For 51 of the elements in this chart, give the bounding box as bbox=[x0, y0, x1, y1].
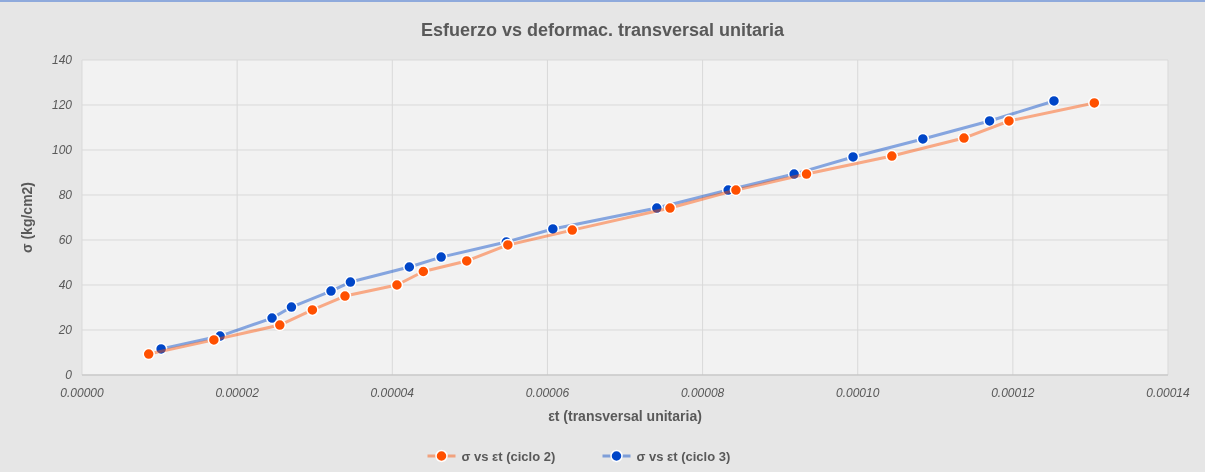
point bbox=[390, 278, 404, 292]
point bbox=[207, 333, 221, 347]
point bbox=[324, 284, 338, 298]
point bbox=[434, 250, 448, 264]
point bbox=[265, 311, 279, 325]
point bbox=[983, 114, 996, 128]
point bbox=[663, 201, 677, 215]
point bbox=[417, 265, 430, 278]
legend-label: σ vs εt (ciclo 3) bbox=[636, 448, 731, 464]
point bbox=[460, 254, 473, 268]
y-tick-label: 120 bbox=[51, 98, 73, 113]
y-tick-label: 100 bbox=[51, 143, 73, 158]
point bbox=[338, 289, 352, 303]
x-tick-label: 0.00008 bbox=[680, 386, 725, 400]
point bbox=[729, 183, 743, 197]
x-tick-label: 0.00002 bbox=[215, 386, 260, 400]
point bbox=[403, 260, 416, 274]
point bbox=[1047, 94, 1061, 108]
point bbox=[846, 150, 860, 164]
point bbox=[1002, 114, 1016, 128]
point bbox=[650, 201, 664, 215]
y-tick-label: 0 bbox=[65, 368, 73, 383]
point bbox=[800, 167, 813, 181]
y-tick-label: 80 bbox=[58, 188, 73, 203]
x-tick-label: 0.00006 bbox=[525, 386, 570, 400]
point bbox=[142, 347, 155, 361]
y-tick-label: 60 bbox=[58, 233, 73, 248]
x-tick-label: 0.00000 bbox=[60, 386, 105, 400]
legend-label: σ vs εt (ciclo 2) bbox=[461, 448, 556, 464]
x-tick-label: 0.00014 bbox=[1146, 386, 1191, 400]
point bbox=[273, 318, 287, 332]
x-axis-title: εt (transversal unitaria) bbox=[548, 408, 702, 424]
point bbox=[787, 167, 801, 181]
point bbox=[546, 222, 560, 236]
point bbox=[957, 131, 971, 145]
point bbox=[1088, 96, 1101, 110]
point bbox=[306, 303, 319, 317]
x-tick-label: 0.00012 bbox=[991, 386, 1035, 400]
point bbox=[916, 132, 930, 146]
point bbox=[285, 300, 298, 314]
point bbox=[344, 275, 357, 289]
chart-title: Esfuerzo vs deformac. transversal unitaria bbox=[420, 20, 786, 40]
point bbox=[566, 223, 579, 237]
y-tick-label: 20 bbox=[57, 323, 73, 338]
y-tick-label: 40 bbox=[58, 278, 73, 293]
x-tick-label: 0.00010 bbox=[836, 386, 880, 400]
y-axis-title: σ (kg/cm2) bbox=[19, 181, 35, 254]
x-tick-label: 0.00004 bbox=[370, 386, 415, 400]
y-tick-label: 140 bbox=[51, 53, 73, 68]
point bbox=[154, 342, 168, 356]
point bbox=[885, 149, 899, 163]
